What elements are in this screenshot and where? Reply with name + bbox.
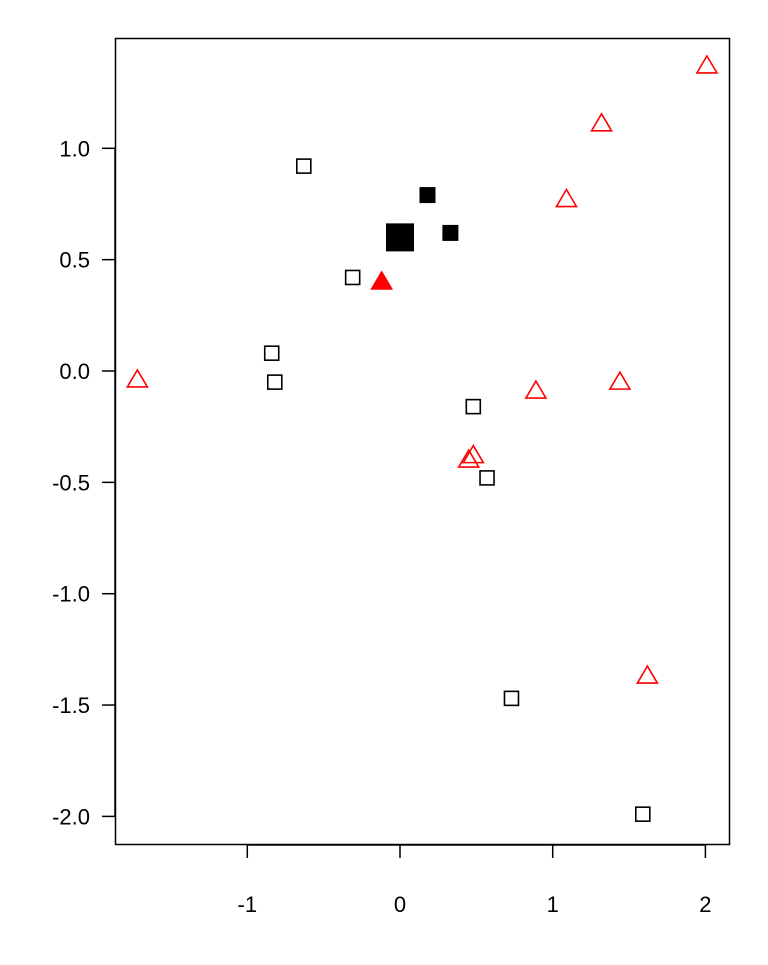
- y-tick-label: 0.5: [59, 248, 90, 273]
- data-point-open-square: [344, 269, 361, 286]
- data-point-open-square: [503, 690, 520, 707]
- x-tick-label: 0: [394, 892, 406, 917]
- data-point-open-square: [295, 158, 312, 174]
- data-point-open-triangle: [461, 444, 485, 464]
- data-point-open-triangle: [457, 448, 481, 468]
- data-point-open-triangle: [608, 370, 632, 390]
- y-axis: 1.0 0.5 0.0 -0.5 -1.0 -1.5 -2.0: [52, 136, 116, 829]
- data-point-open-triangle: [590, 112, 613, 132]
- plot-frame: [114, 37, 731, 846]
- y-tick-label: -1.5: [52, 693, 90, 718]
- y-tick-label: -2.0: [52, 804, 90, 829]
- data-point-filled-triangle: [370, 270, 394, 290]
- data-point-open-square: [465, 398, 482, 415]
- data-point-open-triangle: [555, 187, 578, 208]
- data-points: [125, 54, 719, 822]
- x-axis: -1 0 1 2: [238, 844, 712, 917]
- data-point-large-filled-square: [386, 223, 414, 252]
- data-point-open-square: [634, 806, 651, 822]
- data-point-filled-square: [419, 187, 436, 204]
- x-tick-label: 1: [547, 892, 559, 917]
- y-tick-label: 0.0: [59, 359, 90, 384]
- y-tick-label: 1.0: [59, 136, 90, 161]
- data-point-open-square: [479, 470, 495, 486]
- data-point-open-triangle: [695, 54, 719, 74]
- data-point-open-triangle: [524, 379, 548, 399]
- y-tick-label: -1.0: [52, 582, 90, 607]
- data-point-open-square: [263, 345, 280, 361]
- data-point-filled-square: [442, 224, 459, 241]
- y-tick-label: -0.5: [52, 470, 90, 495]
- data-point-open-square: [266, 374, 283, 390]
- x-tick-label: -1: [238, 892, 258, 917]
- data-point-open-triangle: [125, 368, 149, 388]
- data-point-open-triangle: [635, 664, 659, 684]
- x-tick-label: 2: [699, 892, 711, 917]
